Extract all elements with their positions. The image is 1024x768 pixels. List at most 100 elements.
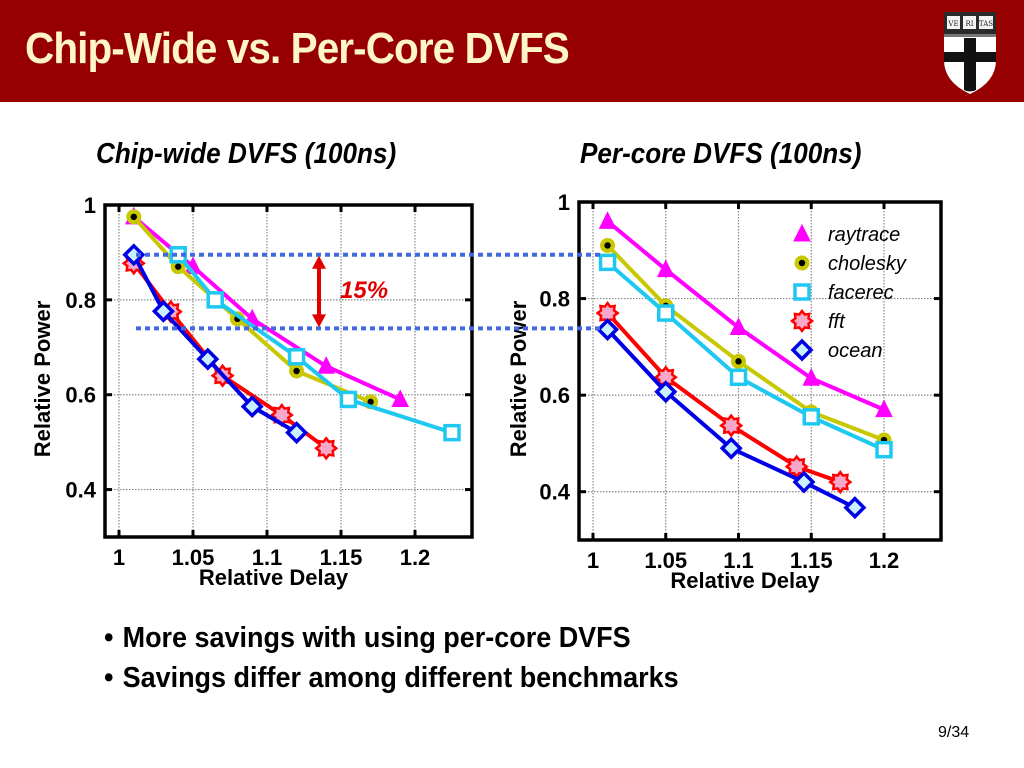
data-point-ocean (151, 299, 175, 323)
x-tick-label: 1.05 (644, 548, 687, 573)
marker-dot (798, 259, 806, 267)
series-line-fft (606, 311, 842, 484)
y-axis-label: Relative Power (506, 300, 531, 457)
x-axis-label: Relative Delay (670, 568, 820, 593)
data-point-ocean (654, 380, 678, 404)
bullet-item: • Savings differ among different benchmar… (104, 658, 679, 698)
data-point-raytrace (802, 368, 821, 386)
legend-marker-fft (789, 308, 815, 334)
series-facerec (169, 246, 461, 442)
data-point-facerec (206, 291, 224, 309)
data-point-raytrace (317, 356, 336, 374)
data-point-raytrace (875, 399, 893, 418)
data-point-ocean (792, 470, 816, 494)
data-point-raytrace (729, 317, 748, 336)
left-chart: 1 1.05 1.1 1.15 1.2 0.4 0.6 0.8 1 Relative Delay R… (30, 193, 474, 590)
data-point-facerec (443, 423, 461, 442)
data-point-ocean (843, 496, 867, 520)
legend-label-cholesky: cholesky (828, 253, 907, 275)
plot-frame (103, 203, 474, 539)
x-tick-label: 1.1 (723, 548, 754, 573)
data-point-facerec (875, 440, 893, 459)
bullet-list: • More savings with using per-core DVFS •… (104, 618, 722, 698)
arrow-up-head (312, 255, 326, 269)
data-point-cholesky (126, 209, 142, 225)
left-chart-title: Chip-wide DVFS (100ns) (96, 138, 397, 170)
data-point-fft (719, 413, 744, 438)
data-point-cholesky (600, 237, 616, 253)
marker-dot (735, 358, 742, 365)
legend-label-raytrace: raytrace (828, 224, 900, 246)
harvard-shield-icon: VE RI TAS (944, 12, 996, 94)
y-tick-label: 0.6 (65, 383, 96, 408)
legend-label-facerec: facerec (828, 282, 894, 304)
legend: raytrace cholesky facerec fft ocean (789, 223, 907, 362)
bullet-glyph: • (104, 662, 114, 694)
data-point-ocean (196, 347, 220, 371)
marker-dot (604, 242, 611, 249)
right-chart-title: Per-core DVFS (100ns) (580, 138, 862, 170)
series-line-facerec (176, 253, 453, 435)
y-tick-label: 0.4 (65, 478, 96, 503)
data-point-ocean (122, 243, 146, 267)
data-point-cholesky (289, 363, 305, 379)
data-point-facerec (598, 253, 617, 272)
series-facerec (598, 253, 893, 459)
x-axis-label: Relative Delay (199, 565, 349, 590)
y-tick-label: 0.8 (65, 288, 96, 313)
data-point-facerec (802, 408, 820, 426)
legend-marker-ocean (790, 338, 814, 362)
data-point-facerec (287, 348, 306, 366)
series-line-ocean (132, 253, 298, 435)
legend-marker-cholesky (794, 255, 810, 271)
arrow-down-head (312, 314, 326, 328)
data-point-raytrace (656, 259, 675, 278)
x-tick-label: 1 (587, 548, 599, 573)
bullet-text: Savings differ among different benchmark… (122, 662, 679, 694)
x-tick-label: 1.15 (320, 545, 363, 570)
legend-marker-facerec (793, 283, 811, 301)
page-number: 9/34 (938, 724, 970, 741)
legend-label-fft: fft (828, 311, 846, 333)
marker-dot (130, 213, 137, 221)
data-point-raytrace (598, 211, 617, 229)
marker-dot (367, 398, 374, 406)
savings-percent-label: 15% (340, 277, 388, 304)
series-raytrace (598, 211, 893, 418)
plot-frame (577, 200, 943, 542)
data-point-raytrace (391, 389, 410, 407)
data-point-facerec (729, 368, 748, 387)
y-tick-label: 0.4 (539, 480, 570, 505)
slide-title: Chip-Wide vs. Per-Core DVFS (25, 24, 570, 73)
data-point-fft (828, 470, 853, 495)
data-point-facerec (339, 390, 358, 409)
y-axis-label: Relative Power (30, 300, 55, 457)
bullet-glyph: • (104, 622, 114, 654)
y-tick-label: 0.6 (539, 383, 570, 408)
x-tick-label: 1.05 (172, 545, 215, 570)
bullet-text: More savings with using per-core DVFS (122, 622, 631, 654)
marker-dot (175, 263, 182, 270)
data-point-facerec (657, 304, 675, 322)
x-tick-label: 1.2 (869, 548, 900, 573)
svg-text:RI: RI (965, 20, 973, 28)
svg-text:TAS: TAS (979, 20, 993, 28)
bullet-item: • More savings with using per-core DVFS (104, 618, 679, 658)
marker-dot (293, 367, 300, 375)
series-ocean (122, 243, 309, 445)
series-ocean (596, 317, 867, 520)
data-point-ocean (240, 395, 264, 419)
legend-marker-raytrace (793, 223, 811, 242)
series-fft (595, 301, 853, 495)
x-tick-label: 1.1 (252, 545, 283, 570)
x-tick-label: 1.15 (790, 548, 833, 573)
svg-text:VE: VE (947, 20, 958, 28)
data-point-ocean (596, 317, 620, 341)
legend-label-ocean: ocean (828, 340, 883, 362)
y-tick-label: 1 (84, 193, 96, 218)
slide-header: Chip-Wide vs. Per-Core DVFS VE RI TAS (0, 0, 1024, 102)
data-point-fft (314, 436, 339, 461)
data-point-ocean (719, 436, 743, 460)
x-tick-label: 1.2 (400, 545, 431, 570)
